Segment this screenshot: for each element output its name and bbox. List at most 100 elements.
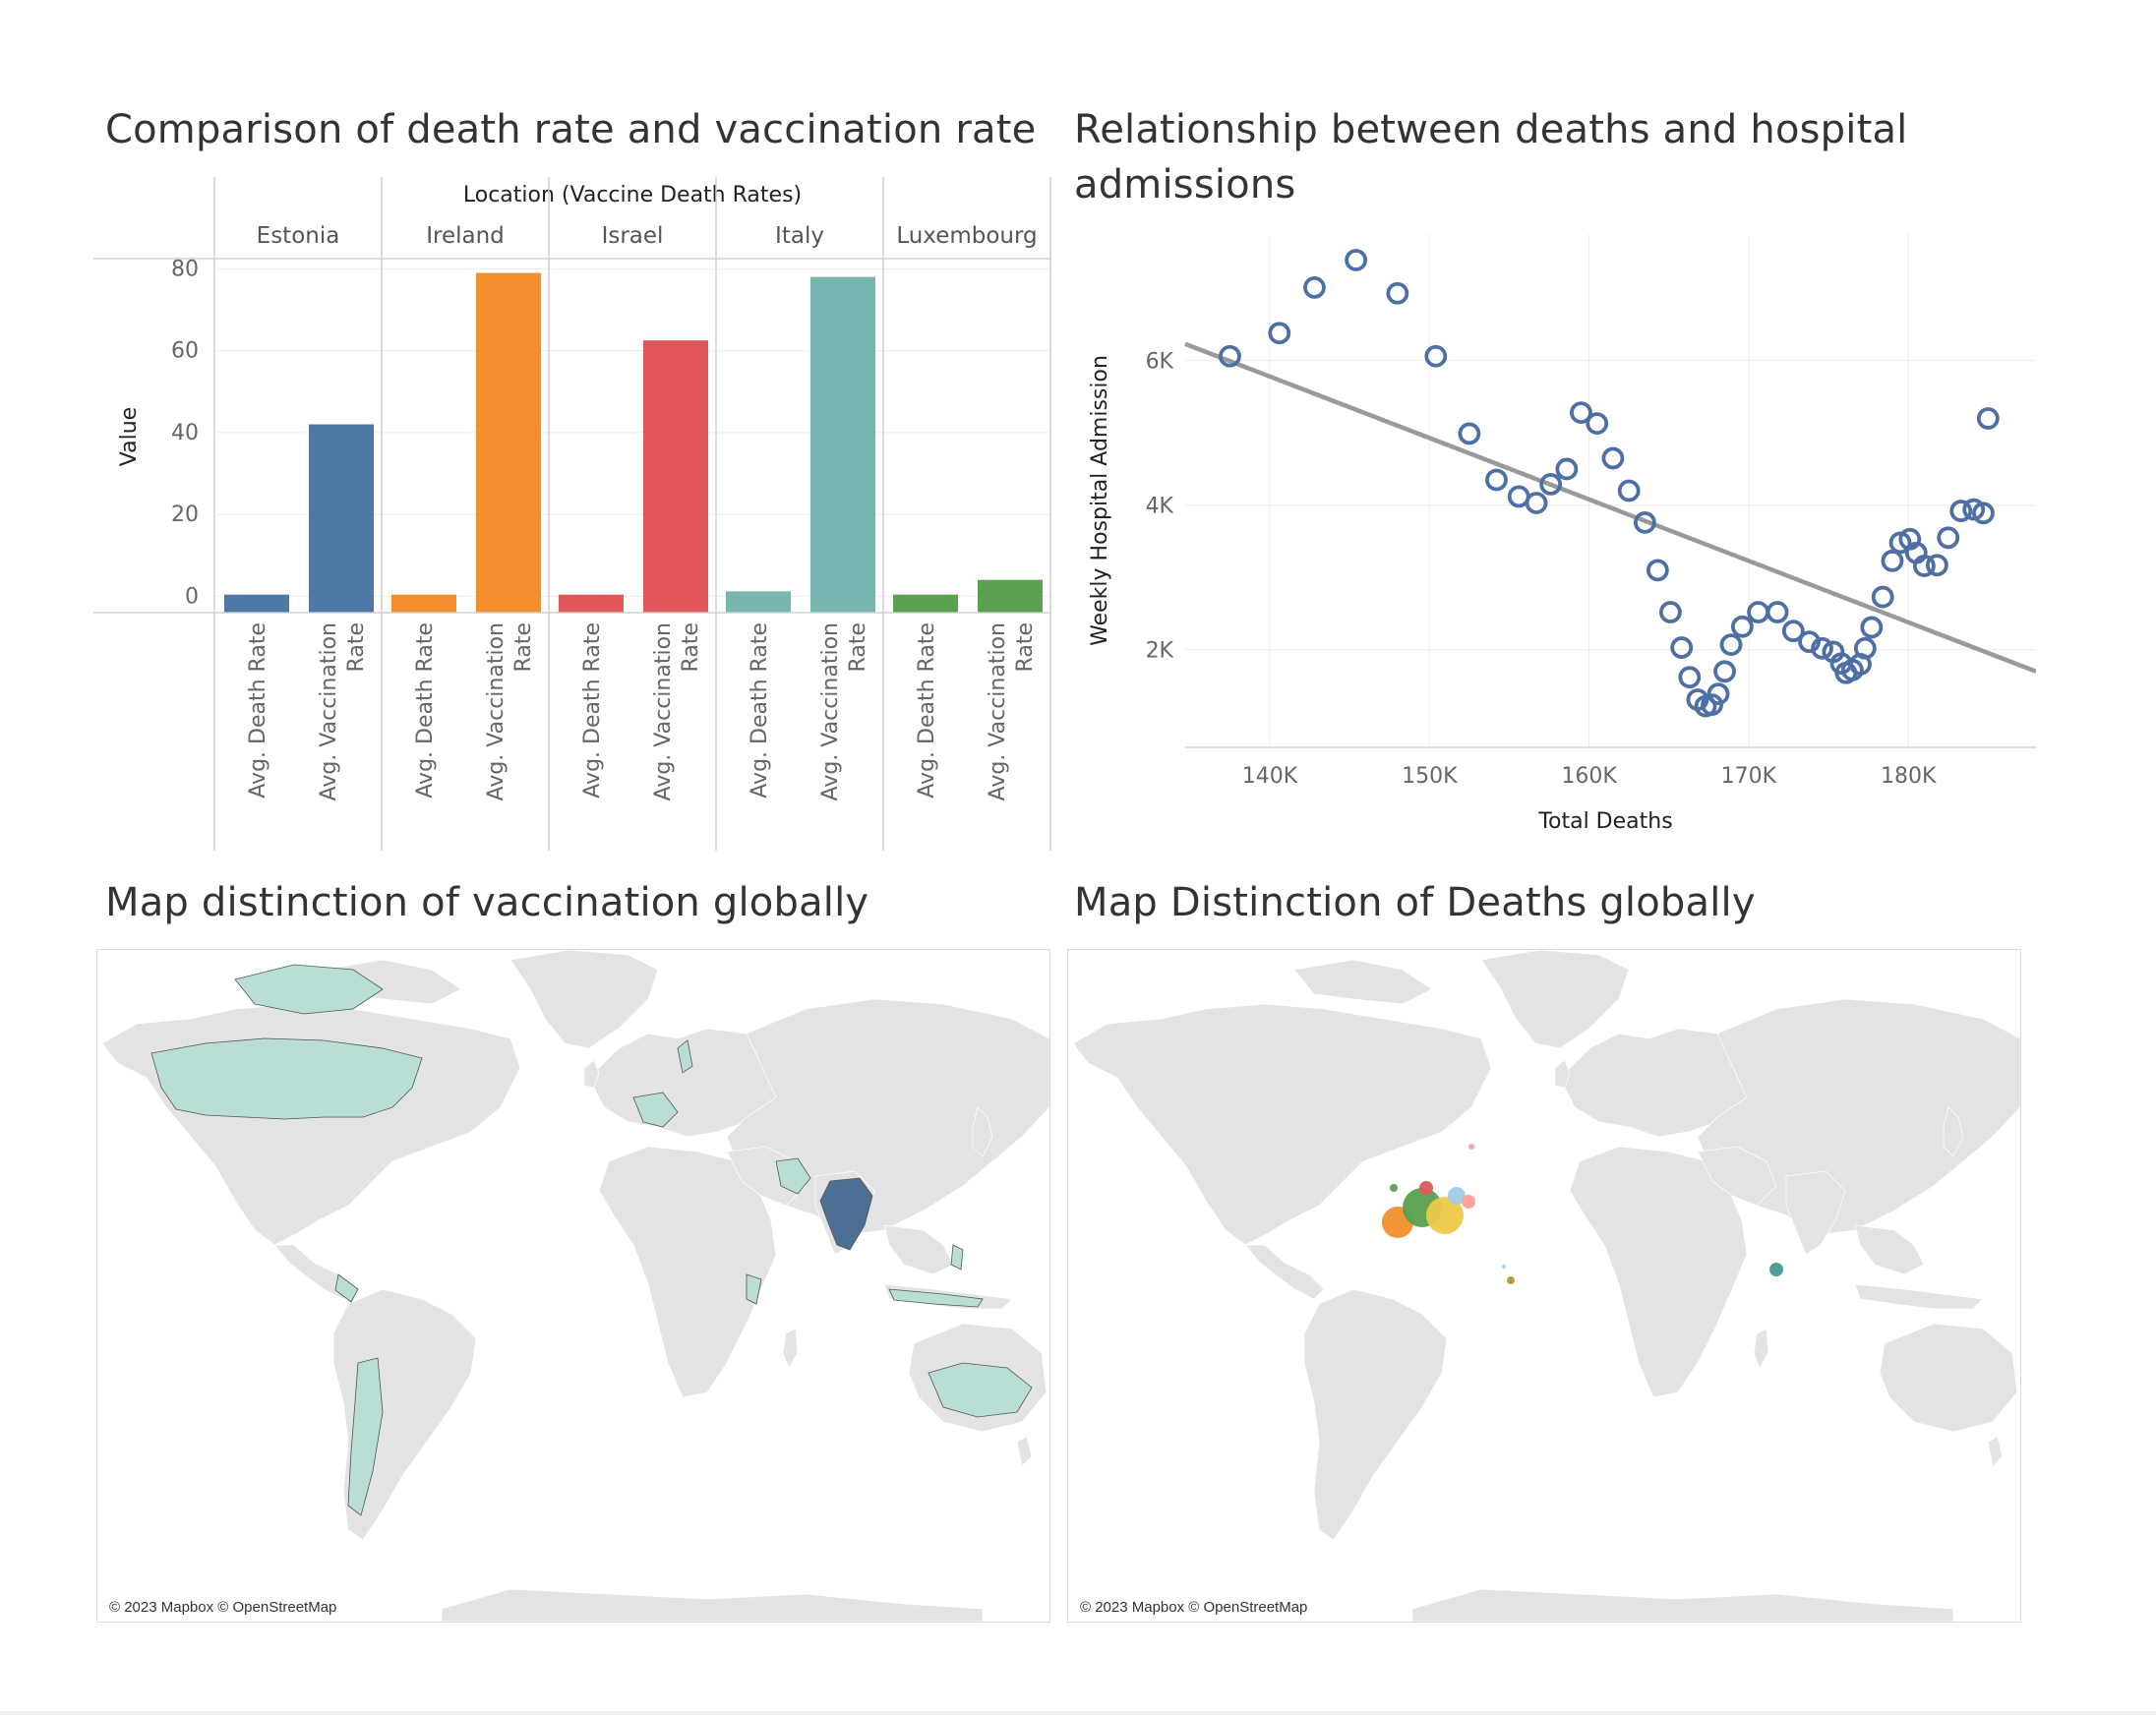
scatter-title-line-1: Relationship between deaths and hospital (1074, 107, 1908, 152)
scatter-point (1458, 422, 1481, 445)
land-antarctica-edge (1411, 1588, 1954, 1622)
scatter-point (1633, 510, 1656, 534)
country-east-africa (746, 1273, 762, 1305)
vaccination-map-canvas (101, 950, 1049, 1622)
death-bubbles (1382, 1144, 1783, 1284)
y-tick-label: 2K (1146, 639, 1174, 664)
category-label: Italy (775, 223, 824, 249)
bar-chart: Location (Vaccine Death Rates) 0 20 40 60 80 V… (93, 177, 1051, 851)
land-uk (583, 1059, 600, 1089)
country-australia (928, 1362, 1033, 1418)
scatter-point (1678, 666, 1702, 689)
scatter-point (1766, 601, 1789, 623)
scatter-point (1646, 559, 1669, 582)
land-nz (1987, 1436, 2004, 1467)
land-asia (1697, 998, 2020, 1236)
scatter-point (1525, 492, 1548, 514)
measure-label: Avg. Death Rate (580, 622, 605, 798)
y-tick-label: 60 (171, 339, 199, 364)
scatter-point (1701, 693, 1723, 717)
scatter-point (1539, 472, 1563, 496)
deaths-map[interactable]: © 2023 Mapbox © OpenStreetMap (1067, 949, 2021, 1623)
y-tick-label: 6K (1146, 350, 1174, 375)
y-tick-label: 40 (171, 421, 199, 445)
scatter-point (1747, 601, 1770, 623)
scatter-point (1670, 636, 1694, 659)
scatter-point (1881, 549, 1904, 572)
land-uk (1554, 1059, 1571, 1089)
country-iran (775, 1157, 811, 1195)
scatter-point (1976, 407, 2000, 430)
land-antarctica-edge (441, 1588, 984, 1622)
scatter-point (1707, 682, 1730, 705)
measure-label: Avg. Vaccination (484, 622, 509, 800)
land-south-america (1303, 1288, 1448, 1541)
bar-luxembourg-vaccination-rate (978, 579, 1043, 613)
scatter-point (1853, 636, 1877, 660)
land-madagascar (1753, 1328, 1769, 1369)
scatter-point (1658, 601, 1682, 623)
deaths-map-title: Map Distinction of Deaths globally (1074, 880, 1756, 925)
country-mexico-region (334, 1273, 359, 1303)
measure-label: Avg. Vaccination (651, 622, 676, 800)
scatter-point (1811, 636, 1833, 660)
y-tick-label: 0 (185, 584, 199, 609)
bar-italy-vaccination-rate (810, 276, 875, 613)
bubble-hungary (1462, 1195, 1475, 1209)
scatter-point (1617, 479, 1641, 503)
bubble-belgium (1419, 1181, 1433, 1195)
measure-label: Avg. Death Rate (748, 622, 772, 798)
scatter-point (1424, 344, 1448, 368)
x-tick-label: 180K (1881, 764, 1937, 789)
bottom-divider (0, 1711, 2156, 1715)
scatter-point (1860, 616, 1884, 639)
scatter-point (1713, 660, 1736, 683)
scatter-point (1485, 468, 1508, 492)
land-central-america (1244, 1244, 1325, 1300)
measure-label: Avg. Death Rate (246, 622, 270, 798)
land-middle-east (1697, 1146, 1777, 1207)
measure-label: Rate (511, 622, 536, 672)
country-canada-arctic (234, 964, 384, 1015)
country-india (819, 1177, 873, 1251)
scatter-point (1871, 585, 1894, 609)
measure-label: Rate (679, 622, 703, 672)
bubble-estonia (1468, 1144, 1474, 1150)
measure-label: Rate (344, 622, 369, 672)
measure-label: Avg. Vaccination (986, 622, 1010, 800)
bubble-austria (1448, 1187, 1466, 1205)
x-tick-label: 160K (1561, 764, 1617, 789)
bar-ireland-vaccination-rate (476, 272, 541, 613)
scatter-point (1570, 401, 1592, 424)
measure-label: Rate (846, 622, 870, 672)
scatter-point (1925, 554, 1948, 577)
bar-israel-vaccination-rate (643, 340, 708, 613)
land-nz (1016, 1436, 1033, 1467)
scatter-point (1386, 281, 1409, 305)
category-label: Luxembourg (896, 223, 1037, 249)
y-axis-label: Weekly Hospital Admission (1088, 355, 1112, 646)
bar-ireland-death-rate (391, 594, 456, 613)
land-north-america (1072, 1003, 1492, 1246)
country-canada (150, 1037, 423, 1120)
scatter-point (1303, 276, 1326, 299)
measure-label: Avg. Vaccination (317, 622, 341, 800)
land-japan (972, 1106, 993, 1157)
highlighted-countries (150, 964, 1033, 1516)
country-indonesia (888, 1288, 984, 1308)
scatter-point (1719, 633, 1743, 657)
category-label: Estonia (257, 223, 340, 249)
scatter-chart-title: Relationship between deaths and hospital… (1074, 102, 1908, 212)
measure-label: Avg. Death Rate (413, 622, 438, 798)
bubble-italy (1426, 1197, 1464, 1234)
land-greenland (1480, 950, 1630, 1049)
land-indonesia (1854, 1283, 1984, 1310)
scatter-point (1730, 615, 1754, 638)
x-axis-label: Total Deaths (1537, 809, 1672, 834)
bar-estonia-death-rate (224, 594, 289, 613)
bubble-cyprus (1502, 1265, 1506, 1269)
measure-label: Avg. Death Rate (915, 622, 939, 798)
vaccination-map[interactable]: © 2023 Mapbox © OpenStreetMap (96, 949, 1050, 1623)
land-australia (1879, 1323, 2018, 1433)
scatter-point (1912, 555, 1936, 577)
